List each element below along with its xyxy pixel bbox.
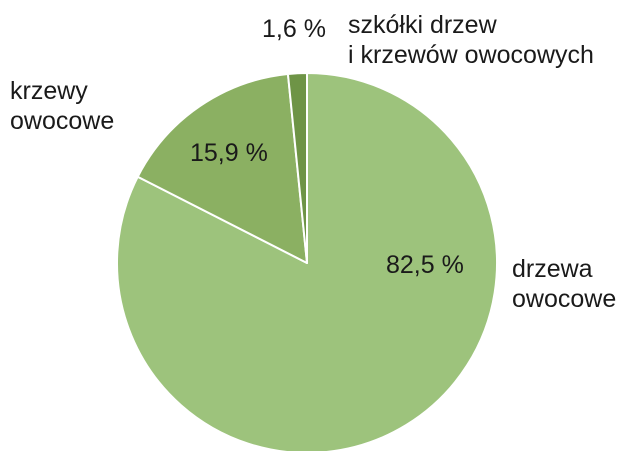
slice-krzewy-owocowe [136, 72, 308, 264]
slice-label-line: krzewy [10, 77, 88, 105]
slice-szkolki [286, 72, 308, 264]
slice-label-line: owocowe [512, 285, 617, 313]
slice-label-krzewy-owocowe: krzewy owocowe [10, 76, 114, 136]
data-label-krzewy-owocowe: 15,9 % [190, 139, 268, 167]
slice-label-line: drzewa [512, 255, 593, 283]
data-label-szkolki: 1,6 % [262, 15, 326, 43]
slice-label-line: szkółki drzew [348, 11, 497, 39]
slice-label-drzewa-owocowe: drzewa owocowe [512, 254, 616, 314]
slice-label-line: owocowe [10, 107, 115, 135]
data-label-drzewa-owocowe: 82,5 % [386, 251, 464, 279]
slice-label-szkolki: szkółki drzew i krzewów owocowych [348, 10, 594, 70]
slice-label-line: i krzewów owocowych [348, 41, 594, 69]
